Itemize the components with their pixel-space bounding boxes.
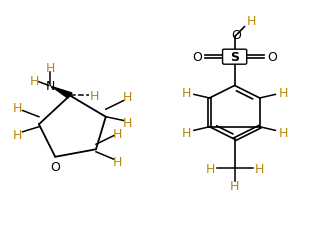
Text: H: H <box>279 87 288 100</box>
Text: H: H <box>230 179 239 192</box>
Text: H: H <box>13 102 22 115</box>
Text: H: H <box>279 126 288 139</box>
Polygon shape <box>52 87 72 99</box>
Text: H: H <box>181 87 191 100</box>
Text: H: H <box>113 156 122 169</box>
Text: H: H <box>246 15 256 28</box>
Text: O: O <box>267 51 277 64</box>
FancyBboxPatch shape <box>222 50 247 65</box>
Text: O: O <box>231 28 241 42</box>
Text: H: H <box>181 126 191 139</box>
Text: H: H <box>29 75 39 88</box>
Text: H: H <box>90 90 99 103</box>
Text: O: O <box>50 161 60 174</box>
Text: H: H <box>254 162 264 175</box>
Text: S: S <box>230 51 239 64</box>
Text: O: O <box>192 51 202 64</box>
Text: H: H <box>13 128 22 141</box>
Text: H: H <box>113 127 122 140</box>
Text: H: H <box>122 91 132 104</box>
Text: H: H <box>122 117 132 130</box>
Text: H: H <box>206 162 215 175</box>
Text: N: N <box>46 80 55 92</box>
Text: H: H <box>46 62 55 75</box>
